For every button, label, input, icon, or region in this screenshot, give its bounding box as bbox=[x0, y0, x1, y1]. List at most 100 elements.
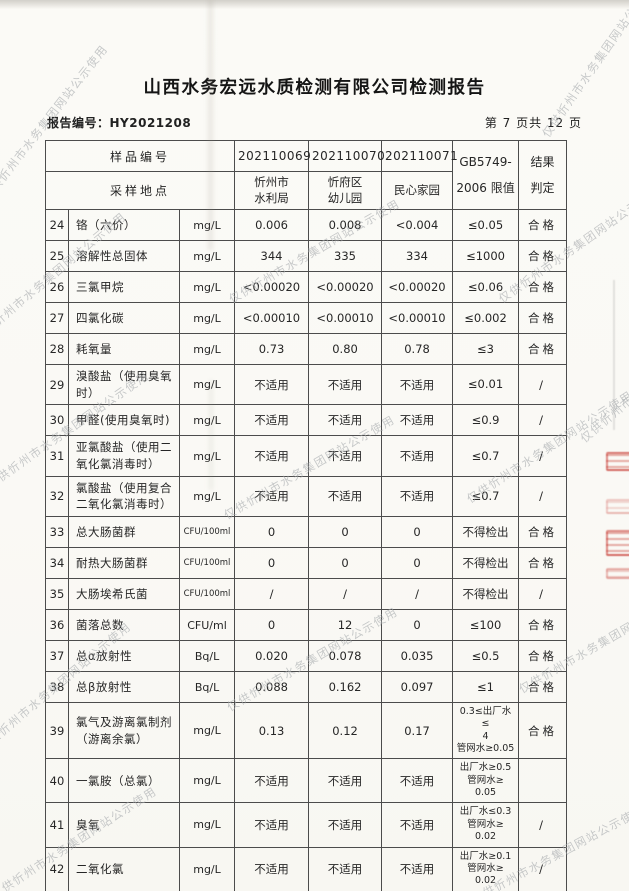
value-sample-3: 0 bbox=[381, 547, 454, 580]
unit: mg/L bbox=[178, 802, 236, 848]
sample-id-3: 202110071 bbox=[381, 140, 458, 172]
table-row: 25 溶解性总固体 mg/L 344 335 334 ≤1000 合格 bbox=[45, 240, 568, 273]
value-sample-1: 不适用 bbox=[234, 364, 310, 406]
result-judgment: 合格 bbox=[518, 271, 568, 304]
value-sample-3: 0.035 bbox=[381, 640, 454, 673]
value-sample-1: <0.00010 bbox=[234, 302, 310, 335]
value-sample-2: 335 bbox=[308, 240, 383, 273]
table-row: 26 三氯甲烷 mg/L <0.00020 <0.00020 <0.00020 ≤0.06 合… bbox=[45, 271, 568, 304]
unit: CFU/100ml bbox=[178, 578, 236, 611]
value-sample-1: 不适用 bbox=[234, 846, 310, 891]
parameter-name: 溴酸盐（使用臭氧时） bbox=[68, 364, 180, 406]
parameter-name: 二氧化氯 bbox=[68, 846, 180, 891]
result-judgment: 合格 bbox=[518, 209, 568, 242]
limit-value: 不得检出 bbox=[452, 516, 520, 549]
results-tbody: 24 铬（六价） mg/L 0.006 0.008 <0.004 ≤0.05 合格 25 溶解性总… bbox=[45, 209, 568, 891]
limit-value: ≤0.7 bbox=[452, 435, 520, 477]
value-sample-2: 0.008 bbox=[308, 209, 383, 242]
watermark-text: 仅供忻州市水务集团网站公示使用 bbox=[577, 309, 629, 446]
limit-value: ≤0.5 bbox=[452, 640, 520, 673]
value-sample-3: 0.17 bbox=[381, 702, 454, 760]
value-sample-3: 不适用 bbox=[381, 364, 454, 406]
row-number: 28 bbox=[45, 333, 69, 366]
table-row: 41 臭氧 mg/L 不适用 不适用 不适用 出厂水≤0.3 管网水≥ 0.02/ bbox=[45, 802, 568, 848]
parameter-name: 总α放射性 bbox=[68, 640, 180, 673]
value-sample-1: 不适用 bbox=[234, 404, 310, 437]
row-number: 40 bbox=[45, 758, 69, 804]
result-judgment: 合格 bbox=[518, 516, 568, 549]
limit-value: ≤1000 bbox=[452, 240, 520, 273]
value-sample-1: 0.006 bbox=[234, 209, 310, 242]
value-sample-2: 0.80 bbox=[308, 333, 383, 366]
row-number: 33 bbox=[45, 516, 69, 549]
result-judgment: / bbox=[518, 435, 568, 477]
value-sample-2: 12 bbox=[308, 609, 383, 642]
value-sample-1: / bbox=[234, 578, 310, 611]
stamp-character-mark bbox=[606, 568, 629, 579]
value-sample-2: 不适用 bbox=[308, 758, 383, 804]
value-sample-2: <0.00010 bbox=[308, 302, 383, 335]
parameter-name: 溶解性总固体 bbox=[68, 240, 180, 273]
value-sample-2: 不适用 bbox=[308, 404, 383, 437]
unit: Bq/L bbox=[178, 671, 236, 704]
limit-value: ≤100 bbox=[452, 609, 520, 642]
limit-value: 出厂水≤0.3 管网水≥ 0.02 bbox=[452, 802, 520, 848]
row-number: 25 bbox=[45, 240, 69, 273]
unit: mg/L bbox=[178, 758, 236, 804]
table-row: 34 耐热大肠菌群 CFU/100ml 0 0 0 不得检出 合格 bbox=[45, 547, 568, 580]
table-row: 30 甲醛(使用臭氧时) mg/L 不适用 不适用 不适用 ≤0.9/ bbox=[45, 404, 568, 437]
parameter-name: 三氯甲烷 bbox=[68, 271, 180, 304]
value-sample-1: 0 bbox=[234, 516, 310, 549]
parameter-name: 大肠埃希氏菌 bbox=[68, 578, 180, 611]
scan-streak bbox=[613, 280, 615, 430]
value-sample-3: 不适用 bbox=[381, 435, 454, 477]
value-sample-2: / bbox=[308, 578, 383, 611]
unit: mg/L bbox=[178, 404, 236, 437]
value-sample-3: 不适用 bbox=[381, 404, 454, 437]
result-column-header: 结果 判定 bbox=[518, 139, 568, 211]
unit: mg/L bbox=[178, 435, 236, 477]
value-sample-2: 0 bbox=[308, 547, 383, 580]
row-number: 31 bbox=[45, 435, 69, 477]
report-number: 报告编号：HY2021208 bbox=[47, 114, 191, 131]
result-judgment: / bbox=[518, 404, 568, 437]
value-sample-3: 0 bbox=[381, 609, 454, 642]
unit: mg/L bbox=[178, 475, 236, 518]
parameter-name: 耐热大肠菌群 bbox=[68, 547, 180, 580]
table-row: 37 总α放射性 Bq/L 0.020 0.078 0.035 ≤0.5 合格 bbox=[45, 640, 568, 673]
parameter-name: 总β放射性 bbox=[68, 671, 180, 704]
row-number: 38 bbox=[45, 671, 69, 704]
unit: mg/L bbox=[178, 364, 236, 406]
report-meta-row: 报告编号：HY2021208 第 7 页共 12 页 bbox=[47, 114, 582, 131]
parameter-name: 甲醛(使用臭氧时) bbox=[68, 404, 180, 437]
value-sample-1: 不适用 bbox=[234, 758, 310, 804]
value-sample-1: 0.13 bbox=[234, 702, 310, 760]
limit-value: 不得检出 bbox=[452, 578, 520, 611]
value-sample-2: <0.00020 bbox=[308, 271, 383, 304]
red-stamp-fragment bbox=[606, 452, 629, 579]
row-number: 24 bbox=[45, 209, 69, 242]
unit: mg/L bbox=[178, 702, 236, 760]
result-judgment: 合格 bbox=[518, 640, 568, 673]
table-row: 38 总β放射性 Bq/L 0.088 0.162 0.097 ≤1 合格 bbox=[45, 671, 568, 704]
value-sample-2: 0.12 bbox=[308, 702, 383, 760]
unit: mg/L bbox=[178, 271, 236, 304]
parameter-name: 一氯胺（总氯） bbox=[68, 758, 180, 804]
limit-value: ≤1 bbox=[452, 671, 520, 704]
result-judgment: 合格 bbox=[518, 671, 568, 704]
row-number: 26 bbox=[45, 271, 69, 304]
table-row: 35 大肠埃希氏菌 CFU/100ml / / / 不得检出 / bbox=[45, 578, 568, 611]
result-judgment: / bbox=[518, 364, 568, 406]
location-1: 忻州市 水利局 bbox=[234, 170, 310, 211]
value-sample-2: 不适用 bbox=[308, 475, 383, 518]
table-row: 24 铬（六价） mg/L 0.006 0.008 <0.004 ≤0.05 合格 bbox=[45, 209, 568, 242]
value-sample-1: 不适用 bbox=[234, 802, 310, 848]
report-title: 山西水务宏远水质检测有限公司检测报告 bbox=[143, 78, 486, 98]
sampling-location-label: 采样地点 bbox=[44, 170, 236, 211]
table-row: 29 溴酸盐（使用臭氧时） mg/L 不适用 不适用 不适用 ≤0.01/ bbox=[45, 364, 568, 406]
parameter-name: 铬（六价） bbox=[68, 209, 180, 242]
value-sample-1: 0.088 bbox=[234, 671, 310, 704]
value-sample-2: 不适用 bbox=[308, 802, 383, 848]
location-2: 忻府区 幼儿园 bbox=[308, 170, 383, 211]
parameter-name: 菌落总数 bbox=[68, 609, 180, 642]
